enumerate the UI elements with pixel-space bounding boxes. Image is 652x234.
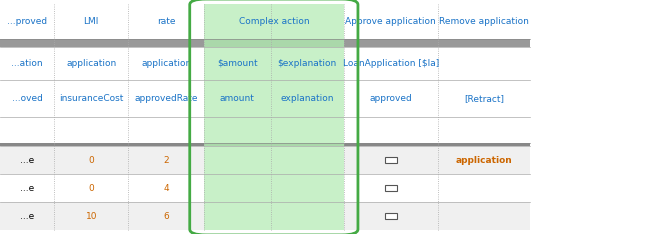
Bar <box>0 80 530 117</box>
Bar <box>0 117 530 143</box>
Text: ...e: ...e <box>20 156 34 165</box>
Text: ...e: ...e <box>20 184 34 193</box>
Text: 0: 0 <box>89 184 94 193</box>
Text: 0: 0 <box>89 156 94 165</box>
Text: application: application <box>141 59 192 68</box>
Text: approvedRate: approvedRate <box>134 94 198 103</box>
Text: approved: approved <box>370 94 412 103</box>
Text: LoanApplication [$la]: LoanApplication [$la] <box>343 59 439 68</box>
Text: $explanation: $explanation <box>278 59 336 68</box>
Text: insuranceCost: insuranceCost <box>59 94 123 103</box>
Text: ...ation: ...ation <box>11 59 43 68</box>
Text: Approve application: Approve application <box>346 17 436 26</box>
Text: Complex action: Complex action <box>239 17 309 26</box>
Text: application: application <box>456 156 512 165</box>
Text: [Retract]: [Retract] <box>464 94 504 103</box>
Bar <box>0 202 530 230</box>
Text: ...oved: ...oved <box>12 94 42 103</box>
Bar <box>0 174 530 202</box>
Text: 10: 10 <box>85 212 97 221</box>
Bar <box>385 157 396 163</box>
Text: 6: 6 <box>164 212 169 221</box>
Bar <box>204 4 344 230</box>
Text: ...proved: ...proved <box>7 17 47 26</box>
Bar <box>0 39 530 47</box>
Text: Remove application: Remove application <box>439 17 529 26</box>
Text: 4: 4 <box>164 184 169 193</box>
Bar <box>204 39 344 47</box>
Bar <box>0 143 530 146</box>
Text: amount: amount <box>220 94 255 103</box>
Text: ...e: ...e <box>20 212 34 221</box>
Bar <box>385 213 396 219</box>
Text: $amount: $amount <box>217 59 258 68</box>
Text: application: application <box>66 59 117 68</box>
Text: LMI: LMI <box>83 17 99 26</box>
Bar <box>0 146 530 174</box>
Text: rate: rate <box>157 17 175 26</box>
Bar <box>0 47 530 80</box>
Bar <box>385 185 396 191</box>
Text: 2: 2 <box>164 156 169 165</box>
Bar <box>0 4 530 39</box>
Bar <box>204 143 344 146</box>
Text: explanation: explanation <box>280 94 334 103</box>
